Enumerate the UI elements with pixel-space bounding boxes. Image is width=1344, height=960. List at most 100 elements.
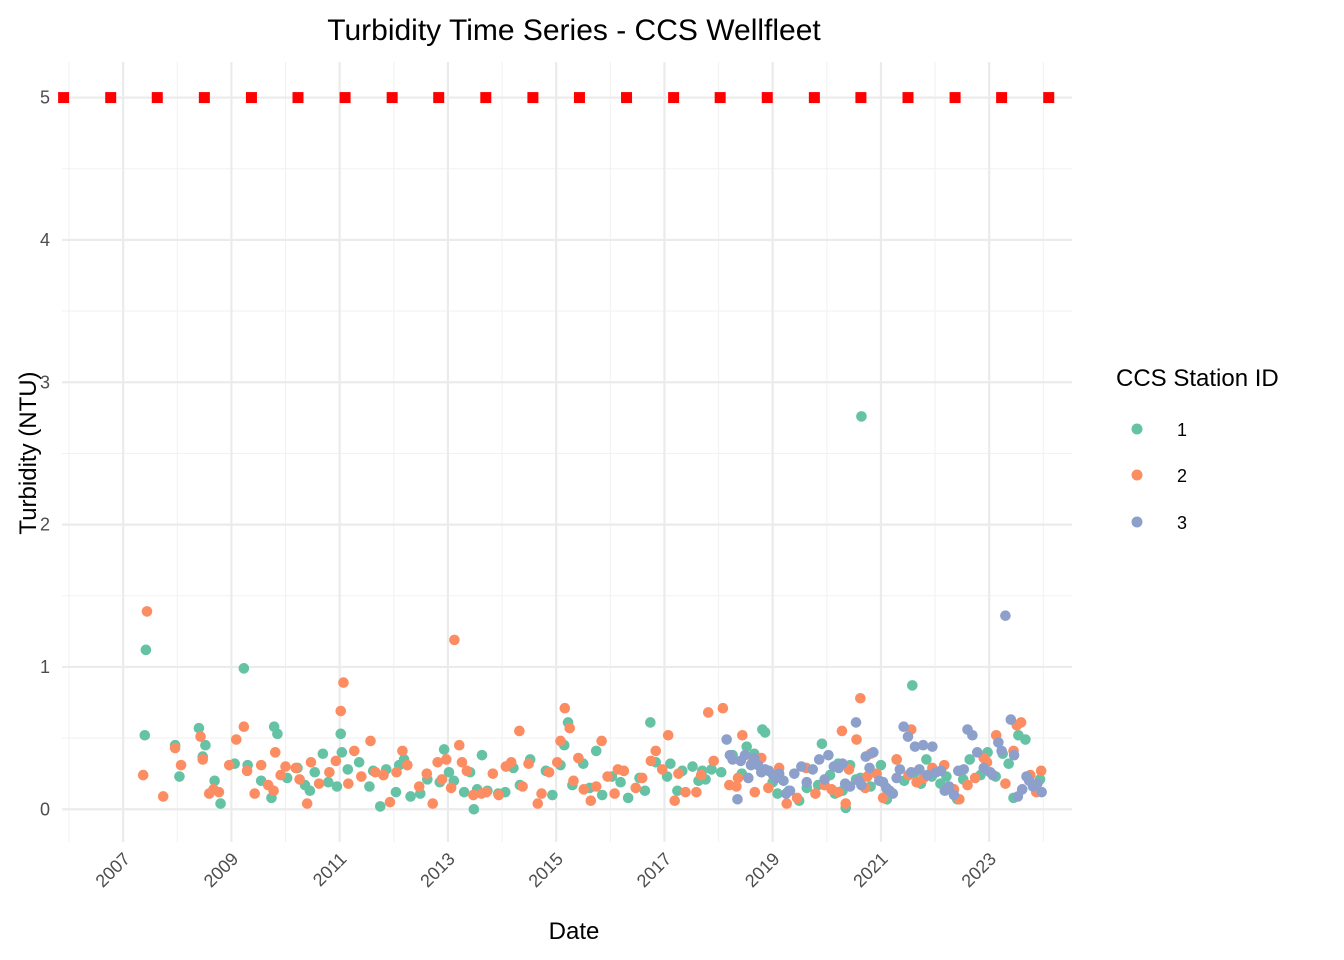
data-point-station-2 <box>414 781 425 792</box>
data-point-station-2 <box>494 790 505 801</box>
data-point-station-1 <box>856 411 867 422</box>
threshold-marker <box>902 92 913 103</box>
data-point-station-2 <box>523 758 534 769</box>
threshold-marker <box>1043 92 1054 103</box>
threshold-marker <box>855 92 866 103</box>
data-point-station-2 <box>437 774 448 785</box>
data-point-station-3 <box>967 730 978 741</box>
data-point-station-2 <box>488 768 499 779</box>
data-point-station-3 <box>856 780 867 791</box>
data-point-station-3 <box>903 731 914 742</box>
data-point-station-2 <box>578 784 589 795</box>
data-point-station-2 <box>763 783 774 794</box>
data-point-station-1 <box>309 767 320 778</box>
data-point-station-3 <box>823 750 834 761</box>
data-point-station-2 <box>646 756 657 767</box>
data-point-station-3 <box>988 770 999 781</box>
data-point-station-2 <box>176 760 187 771</box>
data-point-station-2 <box>691 787 702 798</box>
data-point-station-1 <box>337 747 348 758</box>
data-point-station-2 <box>242 766 253 777</box>
data-point-station-1 <box>332 781 343 792</box>
data-point-station-3 <box>1009 750 1020 761</box>
data-point-station-2 <box>291 763 302 774</box>
threshold-marker <box>199 92 210 103</box>
threshold-marker <box>152 92 163 103</box>
data-point-station-2 <box>833 787 844 798</box>
data-point-station-3 <box>814 754 825 765</box>
data-point-station-2 <box>555 736 566 747</box>
data-point-station-2 <box>335 706 346 717</box>
data-point-station-3 <box>958 764 969 775</box>
data-point-station-1 <box>477 750 488 761</box>
data-point-station-3 <box>851 717 862 728</box>
data-point-station-2 <box>855 693 866 704</box>
data-point-station-2 <box>657 764 668 775</box>
data-point-station-1 <box>547 790 558 801</box>
data-point-station-3 <box>845 781 856 792</box>
data-point-station-3 <box>996 746 1007 757</box>
data-point-station-3 <box>796 761 807 772</box>
data-point-station-2 <box>737 730 748 741</box>
data-point-station-2 <box>619 766 630 777</box>
data-point-station-2 <box>462 766 473 777</box>
data-point-station-2 <box>449 635 460 646</box>
data-point-station-2 <box>517 781 528 792</box>
data-point-station-1 <box>439 744 450 755</box>
data-point-station-3 <box>721 734 732 745</box>
data-point-station-2 <box>454 740 465 751</box>
data-point-station-3 <box>972 747 983 758</box>
data-point-station-3 <box>1017 784 1028 795</box>
threshold-marker <box>340 92 351 103</box>
threshold-marker <box>292 92 303 103</box>
data-point-station-1 <box>921 754 932 765</box>
data-point-station-1 <box>272 729 283 740</box>
data-point-station-1 <box>907 680 918 691</box>
data-point-station-3 <box>1000 610 1011 621</box>
legend-key-station-2 <box>1132 470 1143 481</box>
data-point-station-1 <box>469 804 480 815</box>
data-point-station-2 <box>564 723 575 734</box>
legend-label-station-1: 1 <box>1177 420 1187 440</box>
data-point-station-2 <box>349 746 360 757</box>
data-point-station-2 <box>224 760 235 771</box>
data-point-station-2 <box>718 703 729 714</box>
data-point-station-2 <box>781 798 792 809</box>
y-tick-label: 0 <box>40 799 50 819</box>
data-point-station-2 <box>294 774 305 785</box>
data-point-station-3 <box>740 750 751 761</box>
threshold-marker <box>996 92 1007 103</box>
data-point-station-2 <box>609 788 620 799</box>
data-point-station-1 <box>141 645 152 656</box>
data-point-station-2 <box>214 787 225 798</box>
data-point-station-2 <box>669 795 680 806</box>
threshold-marker <box>574 92 585 103</box>
data-point-station-2 <box>343 778 354 789</box>
data-point-station-2 <box>514 726 525 737</box>
data-point-station-1 <box>305 785 316 796</box>
data-point-station-2 <box>302 798 313 809</box>
data-point-station-2 <box>750 787 761 798</box>
data-point-station-3 <box>927 741 938 752</box>
data-point-station-2 <box>422 768 433 779</box>
threshold-marker <box>58 92 69 103</box>
data-point-station-2 <box>536 788 547 799</box>
threshold-marker <box>668 92 679 103</box>
data-point-station-1 <box>640 785 651 796</box>
y-axis-title: Turbidity (NTU) <box>15 371 42 534</box>
data-point-station-1 <box>760 727 771 738</box>
data-point-station-2 <box>591 781 602 792</box>
data-point-station-1 <box>391 787 402 798</box>
data-point-station-1 <box>335 729 346 740</box>
data-point-station-3 <box>743 773 754 784</box>
data-point-station-2 <box>239 721 250 732</box>
data-point-station-2 <box>552 757 563 768</box>
data-point-station-3 <box>801 777 812 788</box>
threshold-marker <box>715 92 726 103</box>
data-point-station-3 <box>819 774 830 785</box>
data-point-station-2 <box>650 746 661 757</box>
chart-title: Turbidity Time Series - CCS Wellfleet <box>327 14 821 47</box>
data-point-station-2 <box>891 754 902 765</box>
